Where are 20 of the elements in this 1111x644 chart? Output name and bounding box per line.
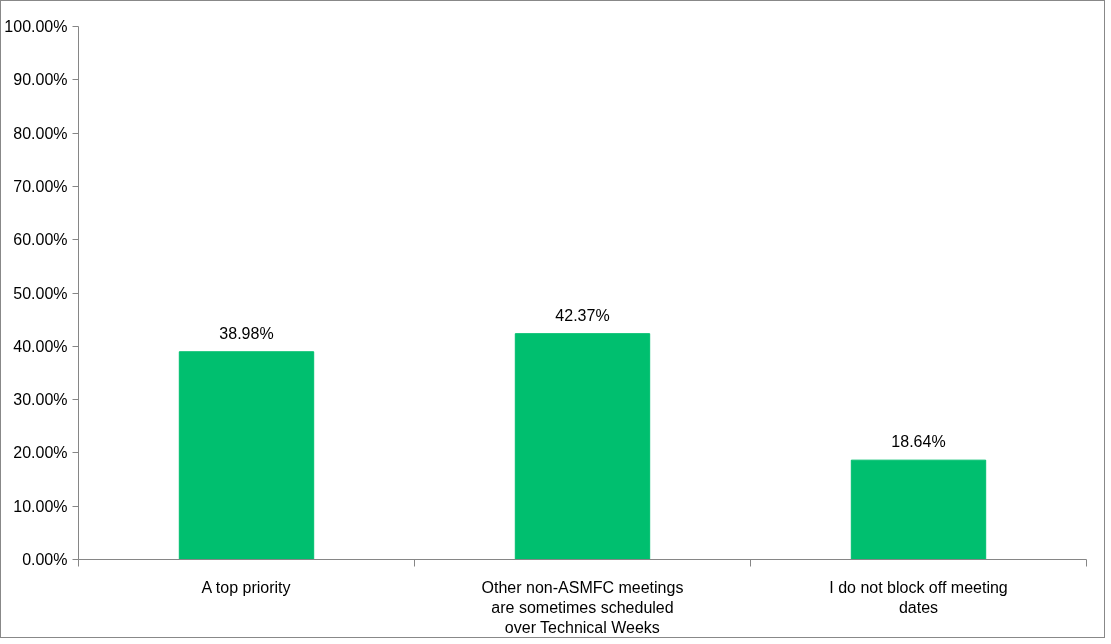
x-tick-label: A top priority xyxy=(201,578,291,596)
y-tick-label: 80.00% xyxy=(13,124,68,142)
y-tick-label: 40.00% xyxy=(13,337,68,355)
data-label: 18.64% xyxy=(891,433,946,451)
x-tick-label: I do not block off meeting dates xyxy=(829,578,1008,616)
bar xyxy=(514,333,651,560)
y-tick-label: 20.00% xyxy=(13,444,68,462)
y-tick-label: 100.00% xyxy=(4,18,68,35)
y-tick-label: 30.00% xyxy=(13,391,68,409)
bar xyxy=(178,351,315,560)
data-label: 38.98% xyxy=(219,324,274,342)
data-label: 42.37% xyxy=(555,306,610,324)
bar xyxy=(850,459,987,560)
y-tick-label: 0.00% xyxy=(22,551,68,568)
y-tick-label: 60.00% xyxy=(13,231,68,249)
y-tick-label: 70.00% xyxy=(13,177,68,195)
y-tick-label: 90.00% xyxy=(13,71,68,89)
y-tick-label: 10.00% xyxy=(13,497,68,515)
x-tick-label: Other non-ASMFC meetings are sometimes scheduled over Technical Weeks xyxy=(481,578,684,637)
y-tick-label: 50.00% xyxy=(13,284,68,302)
